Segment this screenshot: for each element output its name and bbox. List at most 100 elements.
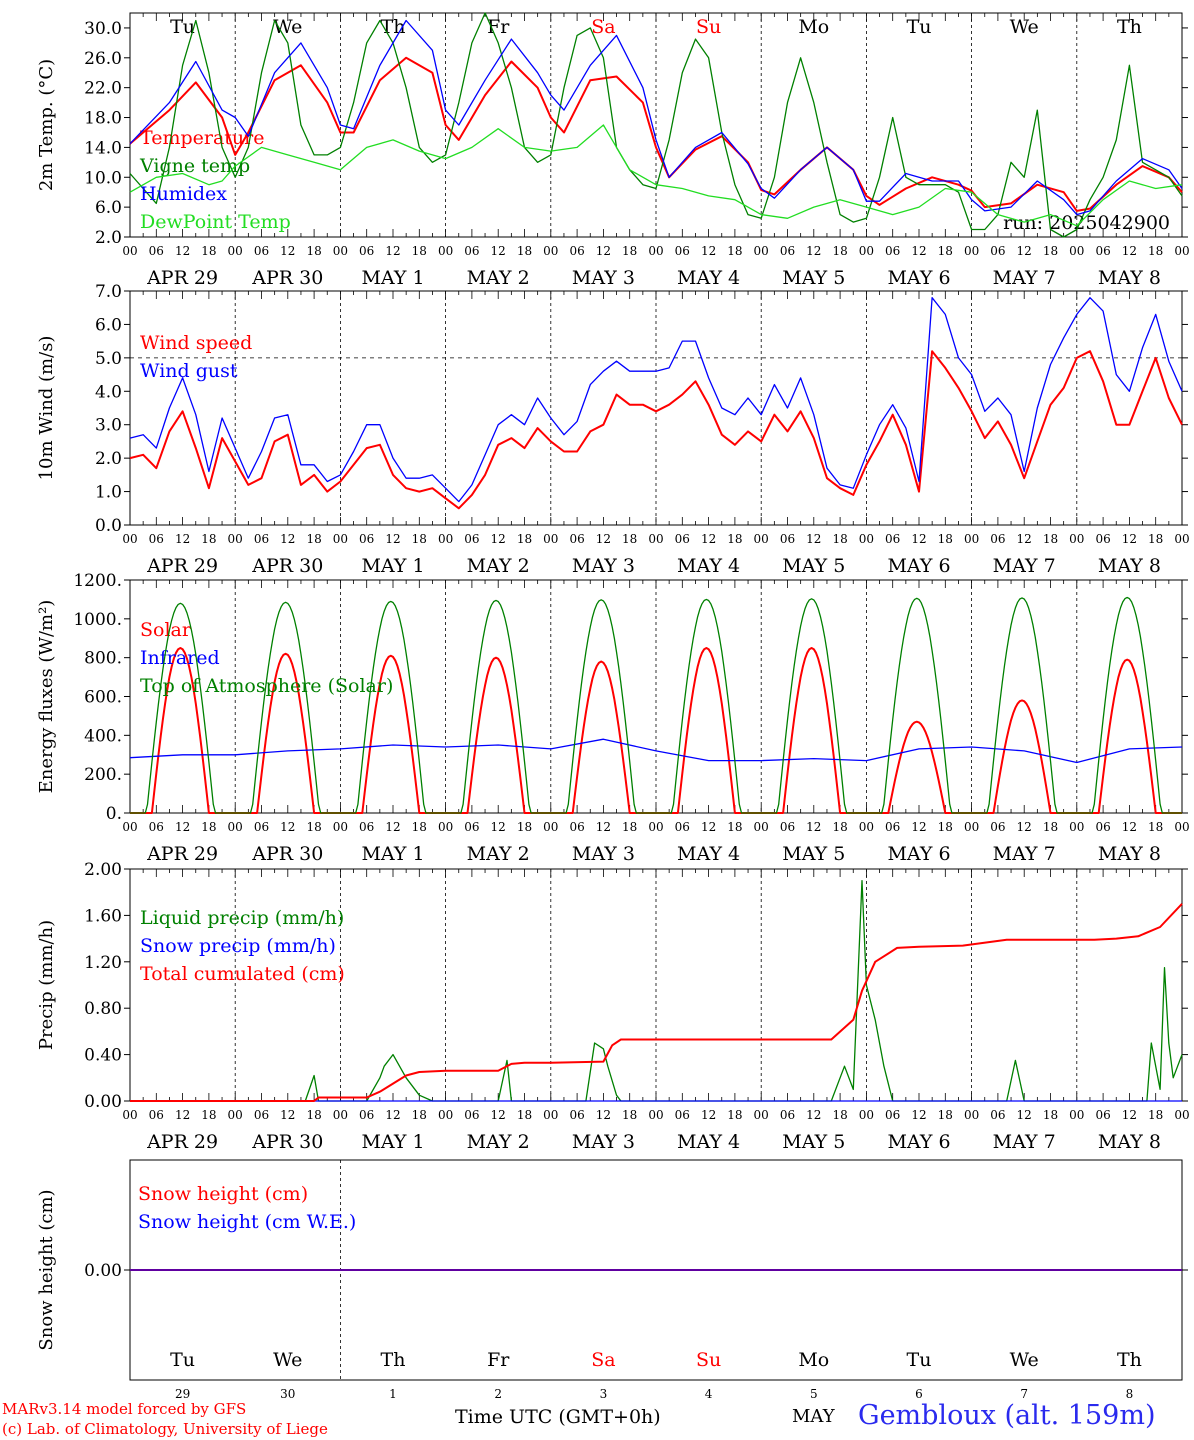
hour-tick-label: 12 bbox=[596, 1108, 611, 1122]
hour-tick-label: 12 bbox=[385, 1108, 400, 1122]
y-tick-label: 1.20 bbox=[84, 953, 122, 973]
legend-entry: Snow height (cm) bbox=[138, 1183, 308, 1205]
hour-tick-label: 12 bbox=[280, 1108, 295, 1122]
series-vigne-temp-line bbox=[129, 12, 1183, 238]
hour-tick-label: 06 bbox=[569, 532, 584, 546]
hour-tick-label: 06 bbox=[780, 532, 795, 546]
hour-tick-label: 06 bbox=[359, 820, 374, 834]
hour-tick-label: 18 bbox=[306, 244, 321, 258]
hour-tick-label: 06 bbox=[464, 244, 479, 258]
y-tick-label: 800. bbox=[84, 649, 122, 669]
series-dewpoint-temp-line bbox=[129, 124, 1183, 227]
hour-tick-label: 06 bbox=[1095, 1108, 1110, 1122]
y-tick-label: 0.00 bbox=[84, 1261, 122, 1281]
station-name: Gembloux (alt. 159m) bbox=[858, 1400, 1156, 1431]
series-wind-gust-line bbox=[129, 297, 1183, 503]
hour-tick-label: 18 bbox=[517, 244, 532, 258]
hour-tick-label: 12 bbox=[1122, 532, 1137, 546]
hour-tick-label: 06 bbox=[990, 244, 1005, 258]
legend-entry: Vigne temp bbox=[139, 155, 250, 177]
hour-tick-label: 18 bbox=[1043, 1108, 1058, 1122]
y-tick-label: 3.0 bbox=[95, 416, 122, 436]
y-tick-label: 0.80 bbox=[84, 999, 122, 1019]
date-label: MAY 1 bbox=[361, 555, 424, 577]
hour-tick-label: 12 bbox=[911, 820, 926, 834]
hour-tick-label: 06 bbox=[1095, 820, 1110, 834]
hour-tick-label: 12 bbox=[1122, 820, 1137, 834]
legend-entry: Infrared bbox=[140, 647, 220, 669]
hour-tick-label: 18 bbox=[938, 532, 953, 546]
hour-tick-label: 12 bbox=[806, 244, 821, 258]
y-axis-title: Energy fluxes (W/m²) bbox=[36, 600, 57, 794]
date-label: MAY 3 bbox=[572, 555, 635, 577]
hour-tick-label: 12 bbox=[911, 1108, 926, 1122]
hour-tick-label: 12 bbox=[1017, 1108, 1032, 1122]
hour-tick-label: 18 bbox=[201, 244, 216, 258]
date-label: MAY 6 bbox=[887, 1131, 950, 1153]
hour-tick-label: 12 bbox=[596, 244, 611, 258]
y-tick-label: 6.0 bbox=[95, 315, 122, 335]
y-tick-label: 18.0 bbox=[84, 109, 122, 129]
hour-tick-label: 00 bbox=[438, 244, 453, 258]
hour-tick-label: 06 bbox=[780, 1108, 795, 1122]
hour-tick-label: 12 bbox=[911, 244, 926, 258]
hour-tick-label: 06 bbox=[569, 244, 584, 258]
hour-tick-label: 18 bbox=[727, 244, 742, 258]
day-number-label: 1 bbox=[389, 1387, 397, 1401]
hour-tick-label: 06 bbox=[569, 820, 584, 834]
hour-tick-label: 06 bbox=[149, 532, 164, 546]
hour-tick-label: 18 bbox=[1043, 820, 1058, 834]
hour-tick-label: 06 bbox=[675, 532, 690, 546]
date-label: MAY 8 bbox=[1098, 843, 1161, 865]
hour-tick-label: 00 bbox=[859, 244, 874, 258]
date-label: MAY 7 bbox=[993, 843, 1056, 865]
hour-tick-label: 12 bbox=[385, 820, 400, 834]
hour-tick-label: 00 bbox=[754, 820, 769, 834]
hour-tick-label: 12 bbox=[280, 244, 295, 258]
y-tick-label: 22.0 bbox=[84, 79, 122, 99]
hour-tick-label: 00 bbox=[1174, 820, 1189, 834]
hour-tick-label: 12 bbox=[175, 1108, 190, 1122]
run-label: run: 2025042900 bbox=[1003, 212, 1170, 234]
hour-tick-label: 18 bbox=[412, 532, 427, 546]
hour-tick-label: 00 bbox=[648, 532, 663, 546]
hour-tick-label: 18 bbox=[622, 1108, 637, 1122]
y-tick-label: 0.00 bbox=[84, 1092, 122, 1112]
hour-tick-label: 12 bbox=[596, 820, 611, 834]
hour-tick-label: 18 bbox=[938, 244, 953, 258]
hour-tick-label: 00 bbox=[1069, 1108, 1084, 1122]
weekday-label: Fr bbox=[487, 16, 510, 38]
hour-tick-label: 06 bbox=[569, 1108, 584, 1122]
lab-credit: (c) Lab. of Climatology, University of L… bbox=[2, 1420, 328, 1438]
day-number-label: 4 bbox=[705, 1387, 713, 1401]
day-number-label: 29 bbox=[175, 1387, 190, 1401]
hour-tick-label: 06 bbox=[359, 244, 374, 258]
y-tick-label: 2.0 bbox=[95, 449, 122, 469]
hour-tick-label: 00 bbox=[333, 1108, 348, 1122]
date-label: APR 29 bbox=[146, 555, 218, 577]
hour-tick-label: 12 bbox=[701, 820, 716, 834]
date-label: MAY 7 bbox=[993, 555, 1056, 577]
date-label: MAY 4 bbox=[677, 267, 740, 289]
hour-tick-label: 06 bbox=[885, 820, 900, 834]
hour-tick-label: 06 bbox=[254, 1108, 269, 1122]
hour-tick-label: 18 bbox=[622, 244, 637, 258]
date-label: MAY 3 bbox=[572, 267, 635, 289]
day-number-label: 8 bbox=[1126, 1387, 1134, 1401]
hour-tick-label: 00 bbox=[543, 820, 558, 834]
hour-tick-label: 00 bbox=[648, 244, 663, 258]
hour-tick-label: 00 bbox=[333, 244, 348, 258]
legend-entry: Humidex bbox=[140, 183, 227, 205]
date-label: MAY 4 bbox=[677, 843, 740, 865]
day-number-label: 5 bbox=[810, 1387, 818, 1401]
weekday-label: We bbox=[273, 1349, 302, 1371]
hour-tick-label: 18 bbox=[622, 820, 637, 834]
hour-tick-label: 18 bbox=[622, 532, 637, 546]
weekday-label: Su bbox=[696, 1349, 721, 1371]
hour-tick-label: 00 bbox=[964, 820, 979, 834]
hour-tick-label: 18 bbox=[306, 820, 321, 834]
hour-tick-label: 18 bbox=[412, 1108, 427, 1122]
weekday-label: Sa bbox=[591, 16, 615, 38]
hour-tick-label: 12 bbox=[491, 1108, 506, 1122]
hour-tick-label: 00 bbox=[964, 244, 979, 258]
